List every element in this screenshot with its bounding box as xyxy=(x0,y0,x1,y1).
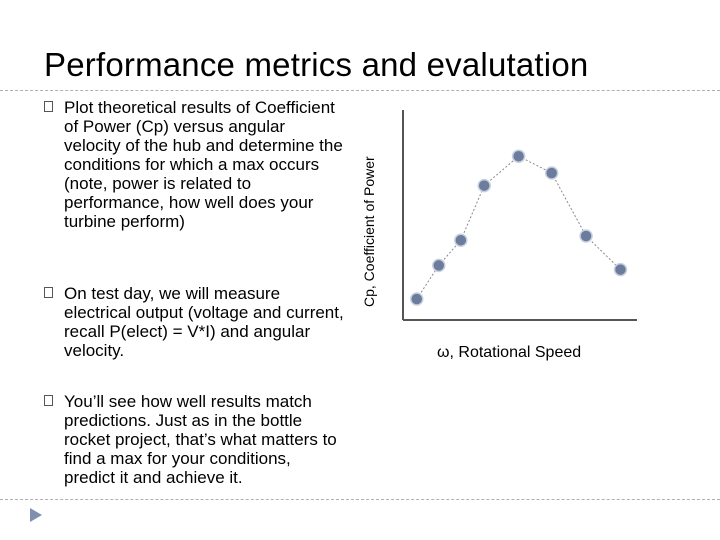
series-connector xyxy=(460,185,485,241)
data-point xyxy=(511,149,526,163)
series-connector xyxy=(551,172,587,237)
data-point xyxy=(432,258,446,273)
x-axis-label: ω, Rotational Speed xyxy=(437,344,581,361)
y-axis-label: Cp, Coefficient of Power xyxy=(361,156,377,307)
corner-arrow-icon xyxy=(30,508,42,522)
box-bullet-icon xyxy=(44,395,53,406)
data-point xyxy=(454,233,468,247)
data-point xyxy=(410,292,424,306)
bottom-divider xyxy=(0,499,720,500)
data-point xyxy=(579,229,593,243)
series-connectors xyxy=(416,155,621,300)
series-connector xyxy=(585,235,621,270)
cp-vs-speed-chart: Cp, Coefficient of Power ω, Rotational S… xyxy=(361,110,637,361)
series-points xyxy=(410,149,628,306)
bullet-text: Plot theoretical results of Coefficient … xyxy=(64,98,343,231)
bullet-text: You’ll see how well results match predic… xyxy=(64,392,337,487)
data-point xyxy=(544,166,559,180)
box-bullet-icon xyxy=(44,287,53,298)
box-bullet-icon xyxy=(44,101,53,112)
data-point xyxy=(613,262,628,277)
top-divider xyxy=(0,90,720,91)
data-point xyxy=(477,178,491,193)
slide-title: Performance metrics and evalutation xyxy=(44,46,589,83)
series-connector xyxy=(483,155,519,186)
bullet-text: On test day, we will measure electrical … xyxy=(64,284,344,360)
